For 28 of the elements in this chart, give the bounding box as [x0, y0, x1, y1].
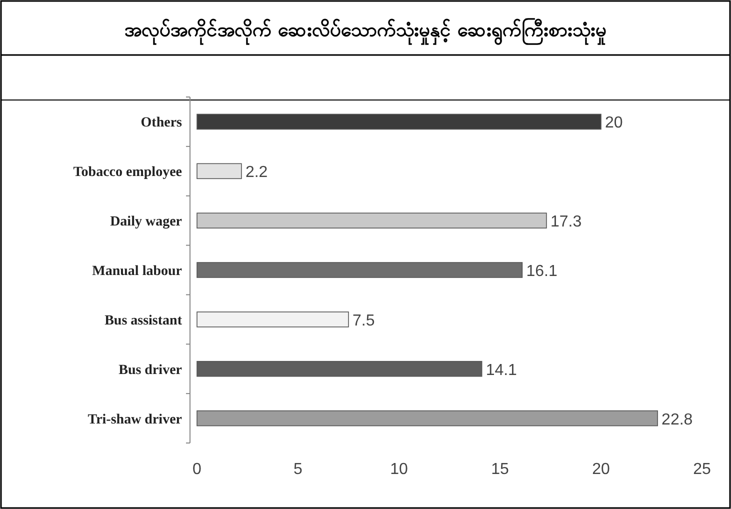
x-tick-label: 15 — [491, 461, 509, 478]
x-tick-label: 5 — [294, 461, 303, 478]
y-tick-label: Tobacco employee — [73, 165, 182, 180]
bar — [196, 360, 482, 377]
y-tick-label: Others — [140, 116, 183, 131]
bar — [196, 114, 602, 130]
data-label: 2.2 — [245, 164, 268, 182]
bar — [196, 212, 547, 228]
data-label: 17.3 — [550, 214, 582, 231]
x-tick-label: 20 — [592, 461, 610, 478]
data-label: 22.8 — [662, 411, 693, 428]
y-tick-label: Manual labour — [92, 264, 182, 279]
data-label: 7.5 — [352, 312, 375, 330]
data-label: 16.1 — [526, 263, 558, 280]
bar — [196, 312, 349, 328]
data-label: 14.1 — [486, 362, 518, 379]
y-tick-label: Daily wager — [110, 214, 182, 230]
x-tick-label: 0 — [192, 461, 202, 478]
chart-title: အလုပ်အကိုင်အလိုက် ဆေးလိပ်သောက်သုံးမှုနှင့် ဆေးရွက်ကြီးစားသုံးမှု — [124, 16, 607, 46]
bar — [196, 410, 658, 426]
bar — [196, 262, 523, 278]
data-label: 20 — [605, 114, 623, 132]
x-tick-label: 10 — [390, 461, 408, 478]
y-tick-label: Bus assistant — [104, 313, 182, 328]
x-tick-label: 25 — [693, 461, 711, 478]
bar — [196, 163, 242, 180]
y-tick-label: Tri-shaw driver — [88, 412, 182, 428]
y-tick-label: Bus driver — [118, 362, 182, 378]
